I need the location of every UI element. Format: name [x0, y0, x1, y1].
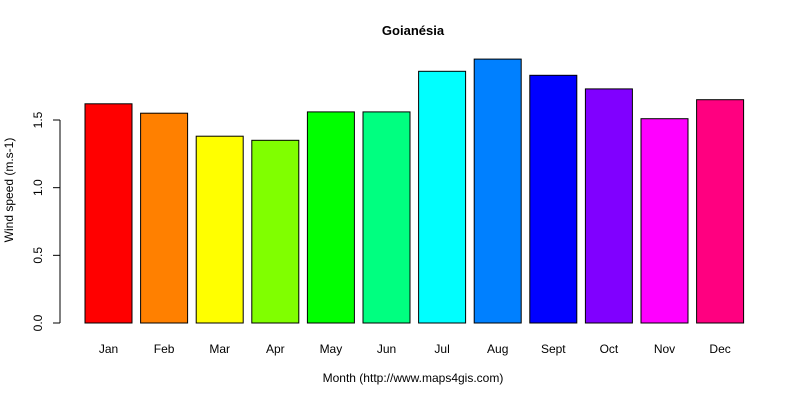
x-tick-label: May [320, 342, 343, 356]
bar-apr [251, 139, 300, 324]
x-tick-label: Jun [377, 342, 396, 356]
y-axis: 0.0 0.5 1.0 1.5 [31, 111, 61, 331]
bar-dec [696, 99, 745, 324]
bar-jun [362, 111, 411, 324]
x-axis-labels: Jan Feb Mar Apr May Jun Jul Aug Sept Oct Nov Dec [99, 342, 731, 356]
bar-sept [529, 74, 578, 324]
bar-jan [84, 103, 133, 324]
x-tick-label: Mar [209, 342, 230, 356]
y-tick-label: 0.0 [31, 314, 45, 331]
bar-nov [640, 118, 689, 324]
y-tick-label: 1.5 [31, 111, 45, 128]
y-tick-label: 1.0 [31, 179, 45, 196]
y-axis-label: Wind speed (m.s-1) [2, 138, 16, 243]
x-tick-label: Jul [434, 342, 449, 356]
bar-feb [140, 112, 189, 324]
x-tick-label: Aug [487, 342, 508, 356]
x-tick-label: Dec [709, 342, 730, 356]
x-tick-label: Jan [99, 342, 118, 356]
x-tick-label: Oct [600, 342, 619, 356]
x-axis-label: Month (http://www.maps4gis.com) [323, 371, 504, 385]
bar-aug [473, 58, 522, 324]
x-tick-label: Nov [654, 342, 675, 356]
x-tick-label: Sept [541, 342, 566, 356]
bar-may [306, 111, 355, 324]
bar-mar [195, 135, 244, 324]
bar-oct [584, 88, 633, 324]
chart-title: Goianésia [382, 23, 445, 38]
y-tick-label: 0.5 [31, 247, 45, 264]
bars [84, 58, 745, 324]
x-tick-label: Apr [266, 342, 285, 356]
x-tick-label: Feb [154, 342, 175, 356]
bar-jul [418, 70, 467, 324]
